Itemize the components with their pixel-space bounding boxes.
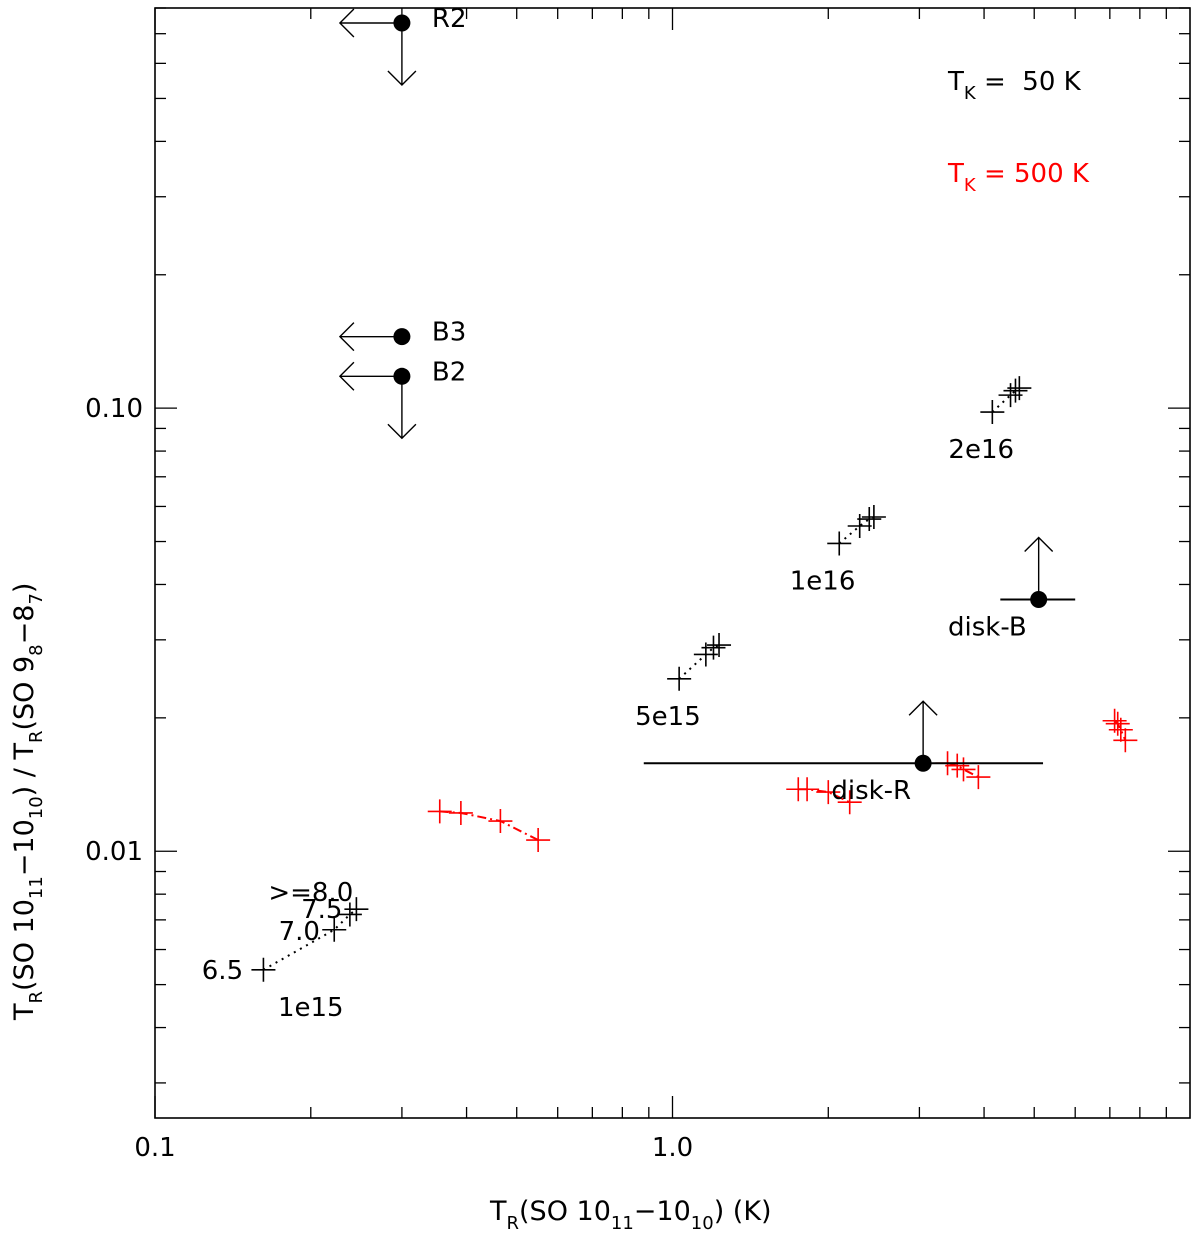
observations: R2 B3 B2 disk-B disk-R — [338, 4, 1076, 806]
observation-dot — [393, 328, 411, 346]
x-upper-limit-arrow — [338, 361, 402, 391]
data-point — [1102, 708, 1127, 733]
data-point — [344, 897, 369, 922]
data-point — [1007, 376, 1032, 401]
observation-label: B2 — [432, 357, 466, 387]
data-point — [488, 809, 513, 834]
x-upper-limit-arrow — [338, 8, 402, 38]
temperature-label: 6.5 — [202, 956, 243, 986]
series-line — [1113, 720, 1127, 741]
observation-label: R2 — [432, 4, 467, 34]
data-point — [945, 753, 970, 778]
y-tick-label: 0.10 — [85, 394, 143, 424]
data-point — [816, 780, 841, 805]
data-point — [966, 765, 991, 790]
series-line — [678, 644, 720, 680]
observation-label: disk-R — [831, 776, 911, 806]
observation-label: disk-B — [948, 612, 1027, 642]
x-axis-title: TR(SO 1011−1010) (K) — [489, 1196, 772, 1234]
column-density-label: 2e16 — [948, 435, 1014, 465]
series-line — [947, 762, 979, 778]
data-point — [998, 383, 1023, 408]
data-point — [1105, 711, 1130, 736]
temperature-label: 7.5 — [301, 895, 342, 925]
observation-dot — [393, 367, 411, 385]
y-lower-limit-arrow — [908, 700, 938, 764]
y-upper-limit-arrow — [387, 376, 417, 440]
column-density-label: 5e15 — [635, 702, 701, 732]
point-labels: 6.5 7.07.5>=8.0 — [202, 878, 353, 986]
x-tick-label: 1.0 — [652, 1133, 693, 1163]
observation-dot — [914, 754, 932, 772]
observation-dot — [1030, 590, 1048, 608]
data-point — [448, 800, 473, 825]
data-point — [707, 633, 732, 658]
data-point — [526, 828, 551, 853]
y-lower-limit-arrow — [1024, 536, 1054, 600]
data-point — [837, 790, 862, 815]
axis-tick-labels: 0.1 1.0 0.01 0.10 — [85, 394, 693, 1163]
data-point — [251, 957, 276, 982]
y-tick-label: 0.01 — [85, 837, 143, 867]
data-point — [861, 504, 886, 529]
data-point — [857, 507, 882, 532]
temperature-label: 7.0 — [279, 917, 320, 947]
data-point — [322, 917, 347, 942]
observation-b3: B3 — [338, 318, 466, 352]
data-point — [1108, 717, 1133, 742]
observation-r2: R2 — [338, 4, 467, 86]
observation-dot — [393, 14, 411, 32]
data-point — [795, 777, 820, 802]
y-upper-limit-arrow — [387, 23, 417, 86]
x-upper-limit-arrow — [338, 322, 402, 352]
observation-disk-b: disk-B — [948, 536, 1076, 642]
model-series: 1e15 5e15 1e16 2e16 — [251, 376, 1138, 1023]
data-point — [667, 666, 692, 691]
series-line — [262, 908, 358, 971]
legend-entry-500k: TK = 500 K — [947, 159, 1090, 196]
observation-b2: B2 — [338, 357, 466, 440]
data-point — [1113, 728, 1138, 753]
data-point — [827, 531, 852, 556]
column-density-label: 1e15 — [278, 993, 344, 1023]
series-line — [991, 387, 1020, 413]
observation-disk-r: disk-R — [643, 700, 1044, 806]
series-line — [439, 810, 539, 841]
data-point — [1003, 378, 1028, 403]
x-tick-label: 0.1 — [134, 1133, 175, 1163]
legend-entry-50k: TK = 50 K — [947, 67, 1082, 104]
temperature-label: >=8.0 — [268, 878, 353, 908]
axis-ticks — [154, 7, 1190, 1118]
column-density-label: 1e16 — [790, 566, 856, 596]
data-point — [701, 635, 726, 660]
data-point — [980, 400, 1005, 425]
data-point — [951, 757, 976, 782]
y-axis-title: TR(SO 1011−1010) / TR(SO 98−87) — [9, 583, 47, 1021]
data-point — [337, 902, 362, 927]
observation-label: B3 — [432, 318, 466, 348]
data-point — [847, 514, 872, 539]
data-point — [427, 799, 452, 824]
